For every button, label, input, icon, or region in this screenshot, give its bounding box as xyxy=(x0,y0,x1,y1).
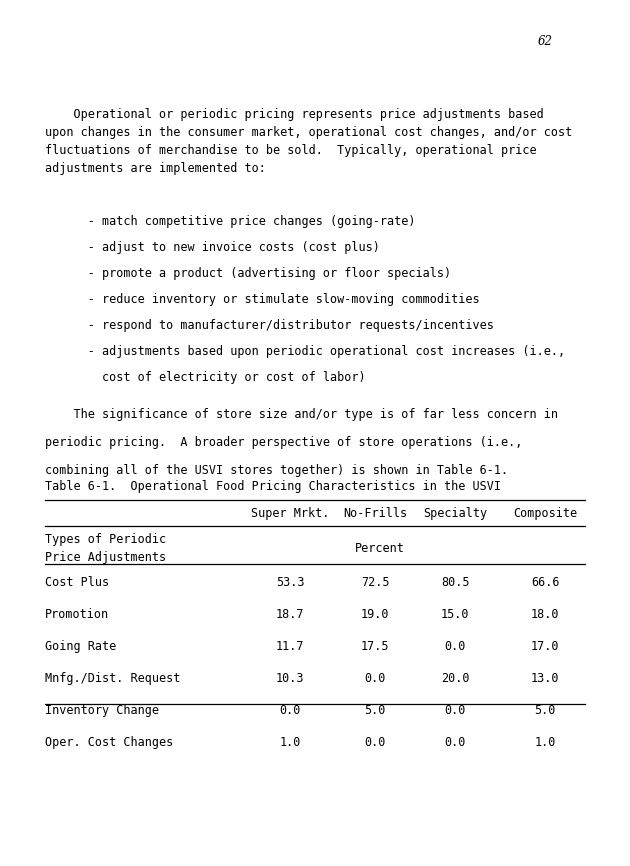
Text: - promote a product (advertising or floor specials): - promote a product (advertising or floo… xyxy=(45,267,451,280)
Text: 1.0: 1.0 xyxy=(279,736,301,749)
Text: 0.0: 0.0 xyxy=(444,640,466,653)
Text: Price Adjustments: Price Adjustments xyxy=(45,551,166,564)
Text: 66.6: 66.6 xyxy=(530,576,559,589)
Text: Promotion: Promotion xyxy=(45,608,109,621)
Text: cost of electricity or cost of labor): cost of electricity or cost of labor) xyxy=(45,371,365,384)
Text: Specialty: Specialty xyxy=(423,507,487,520)
Text: periodic pricing.  A broader perspective of store operations (i.e.,: periodic pricing. A broader perspective … xyxy=(45,436,522,449)
Text: 13.0: 13.0 xyxy=(530,672,559,685)
Text: 15.0: 15.0 xyxy=(441,608,469,621)
Text: upon changes in the consumer market, operational cost changes, and/or cost: upon changes in the consumer market, ope… xyxy=(45,126,572,139)
Text: - reduce inventory or stimulate slow-moving commodities: - reduce inventory or stimulate slow-mov… xyxy=(45,293,479,306)
Text: Composite: Composite xyxy=(513,507,577,520)
Text: 5.0: 5.0 xyxy=(364,704,386,717)
Text: Percent: Percent xyxy=(355,542,405,555)
Text: Mnfg./Dist. Request: Mnfg./Dist. Request xyxy=(45,672,180,685)
Text: Table 6-1.  Operational Food Pricing Characteristics in the USVI: Table 6-1. Operational Food Pricing Char… xyxy=(45,480,501,493)
Text: 18.7: 18.7 xyxy=(276,608,304,621)
Text: The significance of store size and/or type is of far less concern in: The significance of store size and/or ty… xyxy=(45,408,558,421)
Text: 62: 62 xyxy=(537,35,553,48)
Text: Cost Plus: Cost Plus xyxy=(45,576,109,589)
Text: - respond to manufacturer/distributor requests/incentives: - respond to manufacturer/distributor re… xyxy=(45,319,494,332)
Text: No-Frills: No-Frills xyxy=(343,507,407,520)
Text: Operational or periodic pricing represents price adjustments based: Operational or periodic pricing represen… xyxy=(45,108,544,121)
Text: 5.0: 5.0 xyxy=(534,704,556,717)
Text: 0.0: 0.0 xyxy=(364,736,386,749)
Text: 11.7: 11.7 xyxy=(276,640,304,653)
Text: 18.0: 18.0 xyxy=(530,608,559,621)
Text: 80.5: 80.5 xyxy=(441,576,469,589)
Text: Oper. Cost Changes: Oper. Cost Changes xyxy=(45,736,173,749)
Text: Going Rate: Going Rate xyxy=(45,640,117,653)
Text: 17.0: 17.0 xyxy=(530,640,559,653)
Text: 0.0: 0.0 xyxy=(279,704,301,717)
Text: Super Mrkt.: Super Mrkt. xyxy=(251,507,329,520)
Text: - adjustments based upon periodic operational cost increases (i.e.,: - adjustments based upon periodic operat… xyxy=(45,345,565,358)
Text: combining all of the USVI stores together) is shown in Table 6-1.: combining all of the USVI stores togethe… xyxy=(45,464,508,477)
Text: 1.0: 1.0 xyxy=(534,736,556,749)
Text: - match competitive price changes (going-rate): - match competitive price changes (going… xyxy=(45,215,416,228)
Text: 20.0: 20.0 xyxy=(441,672,469,685)
Text: 72.5: 72.5 xyxy=(361,576,389,589)
Text: Types of Periodic: Types of Periodic xyxy=(45,533,166,546)
Text: 0.0: 0.0 xyxy=(364,672,386,685)
Text: - adjust to new invoice costs (cost plus): - adjust to new invoice costs (cost plus… xyxy=(45,241,380,254)
Text: 17.5: 17.5 xyxy=(361,640,389,653)
Text: 0.0: 0.0 xyxy=(444,704,466,717)
Text: 0.0: 0.0 xyxy=(444,736,466,749)
Text: 53.3: 53.3 xyxy=(276,576,304,589)
Text: 10.3: 10.3 xyxy=(276,672,304,685)
Text: fluctuations of merchandise to be sold.  Typically, operational price: fluctuations of merchandise to be sold. … xyxy=(45,144,537,157)
Text: adjustments are implemented to:: adjustments are implemented to: xyxy=(45,162,266,175)
Text: 19.0: 19.0 xyxy=(361,608,389,621)
Text: Inventory Change: Inventory Change xyxy=(45,704,159,717)
